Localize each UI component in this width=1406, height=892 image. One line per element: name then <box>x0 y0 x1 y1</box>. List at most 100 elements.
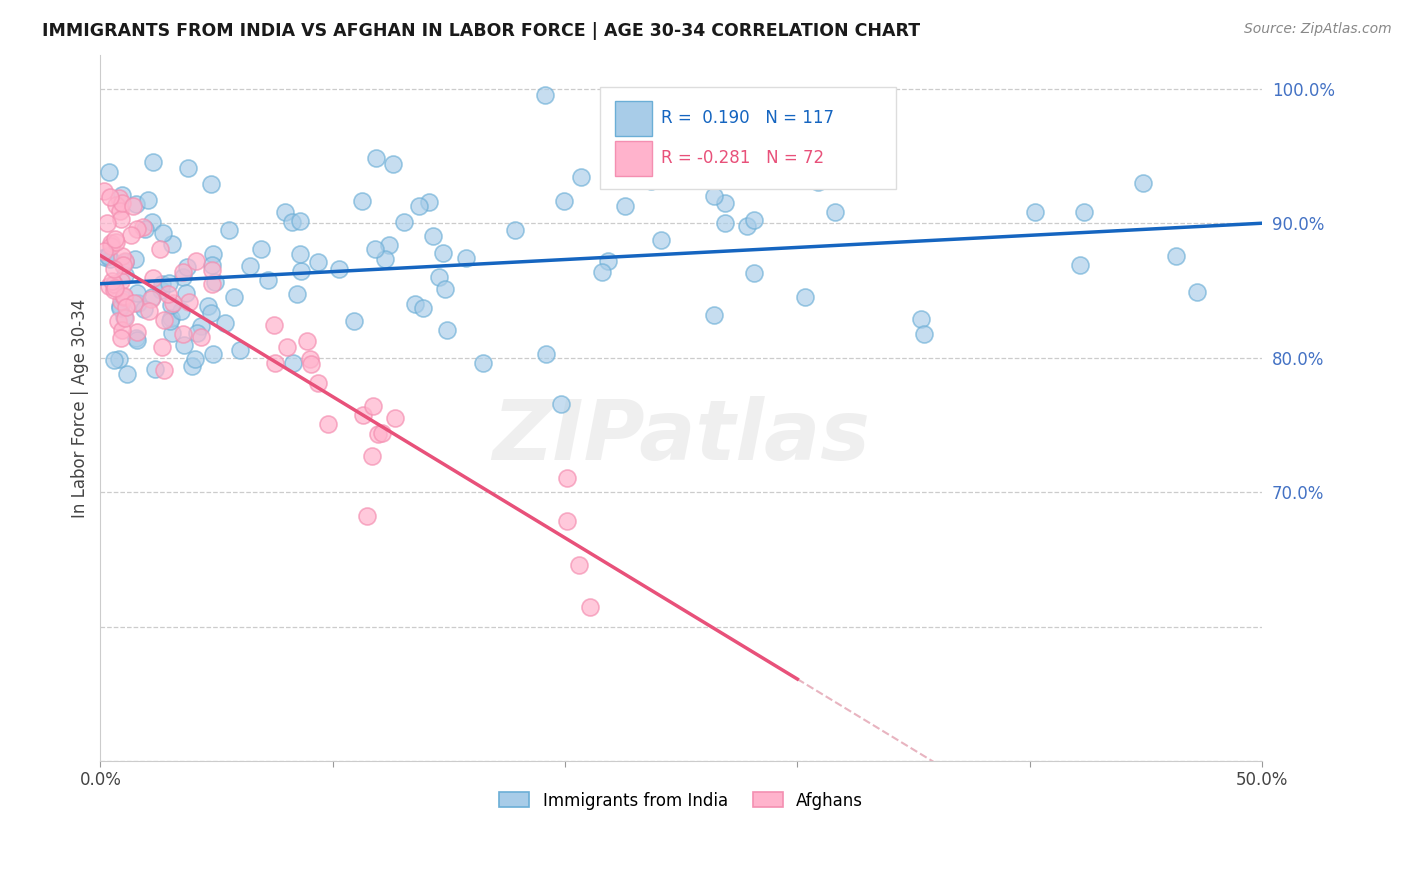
Point <box>103 283 125 297</box>
Point <box>160 298 183 312</box>
Point <box>280 215 302 229</box>
Point <box>364 242 387 256</box>
FancyBboxPatch shape <box>600 87 896 189</box>
Point <box>181 359 204 373</box>
Text: R =  0.190   N = 117: R = 0.190 N = 117 <box>661 109 834 127</box>
Point <box>555 514 578 528</box>
Point <box>356 509 378 524</box>
Point <box>114 268 136 283</box>
Point <box>108 191 131 205</box>
Point <box>111 188 134 202</box>
Point <box>183 351 205 366</box>
Point <box>263 318 285 332</box>
Point <box>125 196 148 211</box>
Point <box>100 236 122 251</box>
Point <box>110 331 132 345</box>
Point <box>264 355 287 369</box>
Point <box>204 275 226 289</box>
Point <box>111 323 134 337</box>
Y-axis label: In Labor Force | Age 30-34: In Labor Force | Age 30-34 <box>72 299 89 517</box>
Point <box>169 304 191 318</box>
Point <box>141 291 163 305</box>
Point <box>350 194 373 208</box>
Point <box>112 290 135 304</box>
Point <box>120 228 142 243</box>
Point <box>360 449 382 463</box>
Point <box>107 352 129 367</box>
Point <box>98 165 121 179</box>
Point <box>122 199 145 213</box>
Point <box>124 252 146 266</box>
Text: IMMIGRANTS FROM INDIA VS AFGHAN IN LABOR FORCE | AGE 30-34 CORRELATION CHART: IMMIGRANTS FROM INDIA VS AFGHAN IN LABOR… <box>42 22 921 40</box>
Legend: Immigrants from India, Afghans: Immigrants from India, Afghans <box>492 785 870 816</box>
Point <box>152 313 174 327</box>
Point <box>201 258 224 272</box>
Point <box>110 299 132 313</box>
Point <box>735 219 758 233</box>
Point <box>550 397 572 411</box>
Point <box>142 155 165 169</box>
Point <box>640 174 662 188</box>
Point <box>436 323 458 337</box>
Point <box>112 293 135 307</box>
Point <box>98 252 121 267</box>
Point <box>214 316 236 330</box>
Point <box>257 273 280 287</box>
Point <box>328 262 350 277</box>
Point <box>105 197 128 211</box>
Point <box>125 325 148 339</box>
Point <box>534 88 557 103</box>
Point <box>503 223 526 237</box>
Point <box>299 357 322 371</box>
Point <box>107 314 129 328</box>
Point <box>160 236 183 251</box>
Point <box>596 254 619 268</box>
Point <box>93 184 115 198</box>
Point <box>224 290 246 304</box>
Point <box>174 286 197 301</box>
Point <box>201 277 224 292</box>
Point <box>103 277 125 292</box>
Point <box>307 255 329 269</box>
Point <box>742 266 765 280</box>
Point <box>125 331 148 345</box>
Point <box>104 281 127 295</box>
Point <box>1166 249 1188 263</box>
Point <box>250 242 273 256</box>
Point <box>568 558 591 573</box>
Point <box>432 246 454 260</box>
Point <box>114 253 136 268</box>
Point <box>228 343 250 358</box>
Point <box>110 301 132 316</box>
Point <box>110 248 132 262</box>
Point <box>807 175 830 189</box>
Text: ZIPatlas: ZIPatlas <box>492 396 870 477</box>
Point <box>1069 258 1091 272</box>
Point <box>112 310 135 324</box>
Point <box>98 279 121 293</box>
Point <box>422 229 444 244</box>
Point <box>104 232 127 246</box>
Point <box>290 264 312 278</box>
Point <box>172 327 194 342</box>
Point <box>93 244 115 258</box>
Point <box>1073 205 1095 219</box>
Point <box>578 599 600 614</box>
Point <box>285 287 308 301</box>
Point <box>794 290 817 304</box>
Point <box>162 326 184 341</box>
Point <box>404 297 426 311</box>
Point <box>534 347 557 361</box>
Point <box>159 314 181 328</box>
Point <box>824 204 846 219</box>
Point <box>141 215 163 229</box>
Point <box>153 362 176 376</box>
Point <box>714 196 737 211</box>
Point <box>742 213 765 227</box>
Point <box>177 161 200 176</box>
Point <box>553 194 575 208</box>
Point <box>94 250 117 264</box>
Point <box>143 362 166 376</box>
Point <box>200 178 222 192</box>
Point <box>276 340 298 354</box>
